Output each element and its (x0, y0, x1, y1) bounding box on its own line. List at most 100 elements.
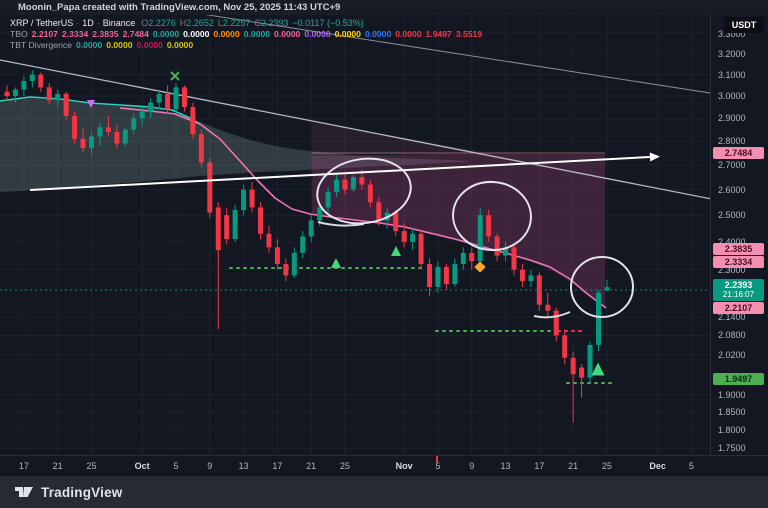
candle-body (435, 266, 441, 287)
candle-body (122, 129, 128, 144)
indicator-value: 2.3334 (61, 29, 89, 39)
indicator-value: 0.0000 (106, 40, 133, 50)
candle-body (89, 136, 94, 149)
candle-body (4, 91, 10, 97)
candle-body (224, 215, 230, 240)
tbo-values: 2.2107 2.3334 2.3835 2.7484 0.0000 0.0000 0.00… (28, 29, 482, 39)
trend-arrow-line (29, 156, 651, 191)
indicator-value: 0.0000 (243, 29, 271, 39)
indicator-value: 2.2107 (31, 29, 58, 39)
buy-signal-triangle-icon (331, 258, 341, 268)
candle-body (469, 252, 475, 262)
indicator-level-label: 1.9497 (713, 373, 764, 385)
indicator-value: 2.7484 (122, 29, 149, 39)
time-tick-day: 9 (207, 461, 213, 471)
tbo-indicator-row[interactable]: TBO 2.2107 2.3334 2.3835 2.7484 0.0000 0.0000… (10, 29, 482, 39)
tradingview-logo[interactable]: TradingView (14, 484, 122, 500)
price-tick: 2.9000 (718, 113, 746, 124)
tbo-slow-ma-line (119, 107, 607, 309)
price-tick: 2.4000 (718, 236, 746, 247)
candle-body (190, 107, 196, 135)
candle-body (486, 215, 492, 237)
price-tick: 2.0800 (718, 330, 746, 341)
diamond-signal-icon (474, 261, 486, 273)
price-axis[interactable]: USDT 3.3000 3.2000 3.1000 3.0000 2.9000 2.800… (710, 15, 768, 455)
indicator-value: 0.0000 (166, 40, 194, 50)
candle-body (528, 275, 534, 282)
indicator-value: 0.0000 (213, 29, 240, 39)
time-axis[interactable]: 17 21 25 Oct 5 9 13 17 21 25 Nov 5 9 13 17 21 25 Dec 5 (0, 455, 768, 477)
tbt-divergence-row[interactable]: TBT Divergence 0.0000 0.0000 0.0000 0.0000 (10, 40, 482, 50)
annotation-ellipse-stroke (533, 311, 571, 319)
candle-body (553, 310, 559, 336)
current-price-label: 2.2393 21:16:07 (713, 279, 764, 301)
price-tick: 3.3000 (718, 28, 746, 39)
ohlc-key: O (141, 18, 149, 28)
candle-body (308, 220, 314, 237)
candle-body (367, 184, 373, 203)
time-tick-day: 25 (86, 461, 97, 471)
candle-body (173, 87, 179, 110)
symbol-row[interactable]: XRP / TetherUS · 1D · Binance O2.2276 H2.… (10, 18, 482, 28)
indicator-value: 3.5519 (455, 29, 483, 39)
tradingview-brand-text: TradingView (41, 484, 123, 500)
exchange[interactable]: Binance (102, 18, 136, 28)
indicator-value: 0.0000 (75, 40, 103, 50)
tbo-fast-ma-line (0, 96, 201, 125)
annotation-ellipse-2 (452, 180, 532, 252)
indicator-value: 2.3835 (92, 29, 119, 39)
time-tick-day: 17 (534, 461, 545, 471)
attribution-bar: Moonin_Papa created with TradingView.com… (0, 0, 768, 15)
ohlc-value: 2.2393 (260, 18, 289, 28)
indicator-level-label: 2.2107 (713, 302, 764, 314)
candle-body (207, 162, 213, 213)
time-tick-day: 5 (688, 461, 694, 471)
candle-body (376, 202, 382, 221)
time-tick-month: Oct (134, 461, 150, 471)
trend-arrow-head (649, 152, 660, 162)
candle-body (334, 179, 340, 193)
chart-canvas[interactable] (0, 0, 768, 455)
indicator-value: 0.0000 (183, 29, 210, 39)
time-tick-day: 21 (306, 461, 317, 471)
ohlc-value: 2.2276 (148, 18, 176, 28)
candle-body (215, 207, 221, 251)
candle-body (570, 357, 576, 375)
time-tick-day: 13 (500, 461, 511, 471)
candle-body (165, 93, 171, 110)
time-tick-day: 5 (173, 461, 179, 471)
indicator-value: 0.0000 (364, 29, 392, 39)
candle-body (410, 233, 416, 242)
symbol-name[interactable]: XRP / TetherUS (10, 18, 74, 28)
candle-body (443, 266, 449, 285)
candle-body (342, 179, 348, 190)
candle-body (148, 102, 154, 112)
tbt-label: TBT Divergence (10, 40, 72, 50)
candle-body (46, 87, 52, 101)
indicator-value: 1.9497 (425, 29, 452, 39)
tbo-cloud-bullish (0, 98, 468, 192)
candle-body (72, 115, 78, 139)
trendline-lower (0, 59, 768, 211)
candle-body (545, 304, 551, 311)
tbo-label: TBO (10, 29, 28, 39)
time-tick-day: 25 (601, 461, 612, 471)
candle-body (80, 138, 86, 149)
candle-body (181, 87, 187, 108)
ohlc-key: L (217, 18, 223, 28)
candle-body (536, 275, 542, 305)
timeframe[interactable]: 1D (82, 18, 94, 28)
currency-toggle-button[interactable]: USDT (724, 17, 764, 33)
buy-signal-triangle-icon (591, 362, 605, 376)
candle-body (105, 127, 111, 132)
candle-body (12, 89, 18, 97)
candle-body (266, 233, 272, 248)
indicator-value: 0.0000 (152, 29, 180, 39)
candle-body (97, 127, 103, 137)
x-cross-signal-icon (170, 71, 180, 81)
candle-countdown: 21:16:07 (722, 290, 755, 299)
candle-body (55, 93, 61, 101)
candle-body (604, 287, 610, 291)
candle-body (452, 264, 458, 285)
